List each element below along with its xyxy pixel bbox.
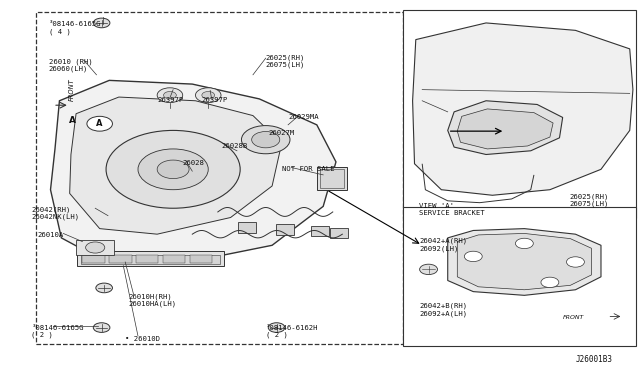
- Bar: [77, 251, 224, 266]
- Text: 26025(RH)
26075(LH): 26025(RH) 26075(LH): [266, 54, 305, 68]
- Bar: [81, 254, 220, 264]
- Text: 26028: 26028: [182, 160, 205, 166]
- Polygon shape: [458, 109, 553, 149]
- Text: 26042+B(RH)
26092+A(LH): 26042+B(RH) 26092+A(LH): [419, 303, 467, 317]
- Polygon shape: [51, 80, 336, 262]
- Text: • 26010D: • 26010D: [125, 336, 160, 342]
- Circle shape: [106, 131, 240, 208]
- Circle shape: [252, 132, 280, 148]
- Polygon shape: [413, 23, 633, 195]
- Text: A: A: [97, 119, 103, 128]
- Circle shape: [138, 149, 208, 190]
- Circle shape: [195, 88, 221, 103]
- Polygon shape: [458, 234, 591, 290]
- Text: 26010 (RH)
26060(LH): 26010 (RH) 26060(LH): [49, 58, 92, 72]
- Bar: [36, 12, 403, 343]
- Circle shape: [93, 18, 110, 28]
- Text: VIEW 'A'
SERVICE BRACKET: VIEW 'A' SERVICE BRACKET: [419, 203, 484, 216]
- Bar: [403, 10, 636, 218]
- Text: 26010A: 26010A: [38, 232, 64, 238]
- Text: ³08146-6165G
( 4 ): ³08146-6165G ( 4 ): [49, 21, 101, 35]
- Circle shape: [465, 251, 482, 262]
- Circle shape: [202, 92, 214, 99]
- Text: J26001B3: J26001B3: [575, 355, 612, 363]
- Bar: [189, 255, 212, 263]
- Bar: [276, 224, 294, 235]
- Bar: [311, 226, 329, 236]
- Polygon shape: [70, 97, 282, 234]
- Circle shape: [566, 257, 584, 267]
- Polygon shape: [448, 101, 563, 154]
- Circle shape: [541, 277, 559, 288]
- Text: 26042+A(RH)
26092(LH): 26042+A(RH) 26092(LH): [419, 238, 467, 252]
- Text: ³08146-6165G
( 2 ): ³08146-6165G ( 2 ): [31, 325, 84, 339]
- Text: 26027M: 26027M: [269, 131, 295, 137]
- Circle shape: [87, 116, 113, 131]
- Circle shape: [241, 126, 290, 154]
- Circle shape: [86, 242, 105, 253]
- Text: FRONT: FRONT: [563, 315, 584, 320]
- Circle shape: [96, 283, 113, 293]
- Bar: [163, 255, 185, 263]
- Text: 26042(RH)
26042NK(LH): 26042(RH) 26042NK(LH): [31, 206, 79, 220]
- Bar: [83, 255, 105, 263]
- Bar: [136, 255, 159, 263]
- Polygon shape: [448, 229, 601, 295]
- Bar: [330, 228, 348, 238]
- Circle shape: [157, 88, 182, 103]
- Text: FRONT: FRONT: [69, 78, 76, 101]
- Bar: [320, 169, 344, 188]
- Text: 26397P: 26397P: [157, 97, 184, 103]
- Bar: [109, 255, 132, 263]
- Circle shape: [515, 238, 533, 248]
- Text: NOT FOR SALE: NOT FOR SALE: [282, 166, 334, 171]
- Bar: [76, 240, 115, 254]
- Bar: [403, 207, 636, 346]
- Text: 26025(RH)
26075(LH): 26025(RH) 26075(LH): [569, 193, 609, 208]
- Circle shape: [268, 323, 285, 333]
- Text: 26029MA: 26029MA: [288, 114, 319, 120]
- Circle shape: [420, 264, 438, 275]
- Text: 26028B: 26028B: [221, 143, 247, 150]
- Circle shape: [164, 92, 176, 99]
- Text: A: A: [68, 116, 76, 125]
- Text: 26010H(RH)
26010HA(LH): 26010H(RH) 26010HA(LH): [129, 294, 177, 308]
- Bar: [317, 167, 348, 190]
- Text: 26397P: 26397P: [202, 97, 228, 103]
- Bar: [237, 222, 255, 233]
- Circle shape: [93, 323, 110, 333]
- Circle shape: [157, 160, 189, 179]
- Text: ³08146-6162H
( 2 ): ³08146-6162H ( 2 ): [266, 325, 318, 339]
